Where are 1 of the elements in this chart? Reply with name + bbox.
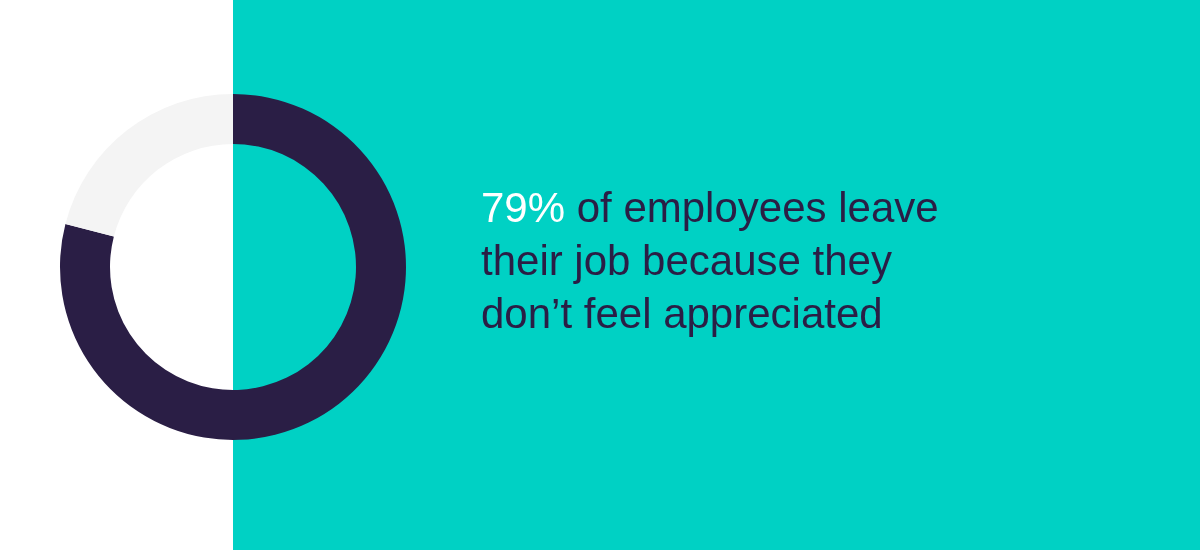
text: 79% of employees leave their job because they don’t feel appreciated [481, 184, 951, 337]
